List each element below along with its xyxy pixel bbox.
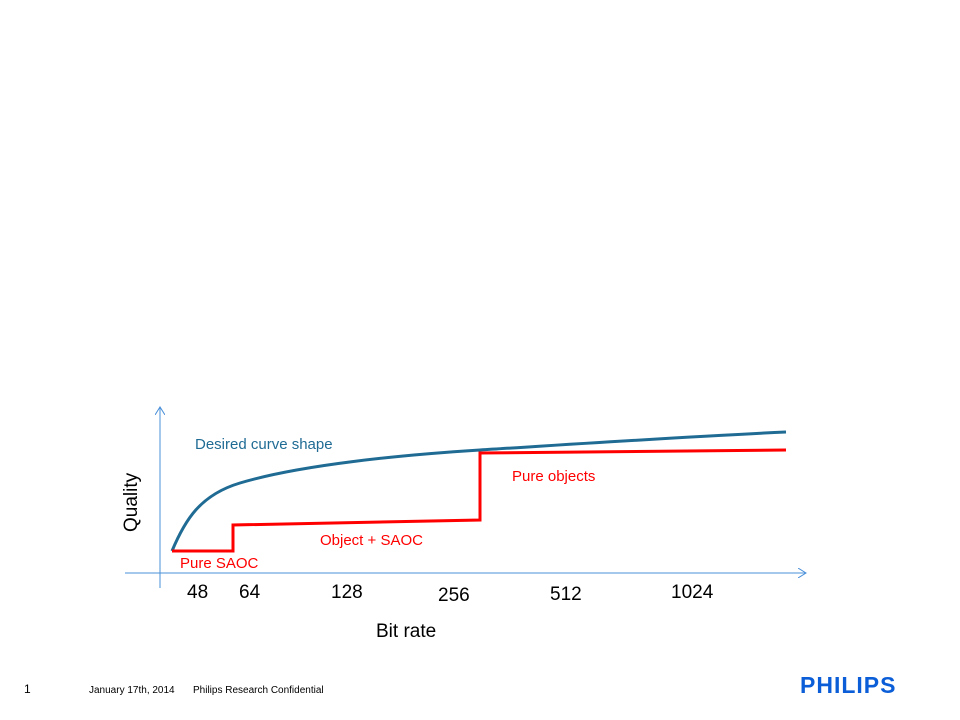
philips-logo: PHILIPS (800, 672, 897, 698)
slide-number: 1 (24, 682, 31, 696)
x-tick-label: 64 (239, 582, 261, 603)
y-axis-label: Quality (121, 472, 142, 532)
pure-objects-label: Pure objects (512, 468, 595, 485)
x-tick-label: 256 (438, 585, 470, 606)
x-tick-label: 128 (331, 582, 363, 603)
step-curve-line (172, 448, 787, 553)
x-tick-label: 48 (187, 582, 208, 603)
footer-date: January 17th, 2014 (89, 685, 175, 696)
object-saoc-label: Object + SAOC (320, 532, 423, 549)
x-tick-label: 1024 (671, 582, 714, 603)
desired-curve-line (170, 430, 787, 552)
desired-curve-label: Desired curve shape (195, 436, 333, 453)
x-axis-label: Bit rate (376, 621, 436, 642)
pure-saoc-label: Pure SAOC (180, 555, 259, 572)
footer-confidential-note: Philips Research Confidential (193, 685, 324, 696)
x-tick-label: 512 (550, 584, 582, 605)
